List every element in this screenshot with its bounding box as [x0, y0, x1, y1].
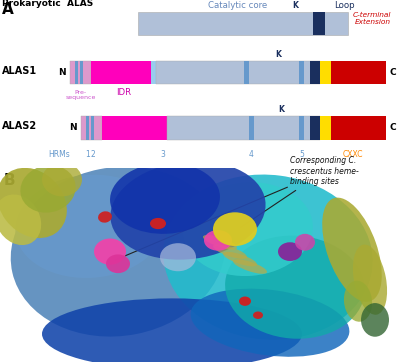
Bar — [167, 116, 320, 140]
Text: HRMs: HRMs — [48, 150, 70, 159]
Ellipse shape — [42, 298, 302, 362]
Text: ALAS1: ALAS1 — [2, 66, 37, 76]
Bar — [310, 116, 320, 140]
Bar — [313, 12, 325, 35]
Ellipse shape — [239, 296, 251, 306]
Ellipse shape — [344, 281, 372, 322]
Text: IDR: IDR — [116, 88, 131, 97]
Ellipse shape — [213, 212, 257, 246]
Text: Catalytic core: Catalytic core — [208, 1, 268, 10]
Text: Corresponding C.
crescentus heme-
binding sites: Corresponding C. crescentus heme- bindin… — [240, 156, 359, 228]
Text: ALAS2: ALAS2 — [2, 121, 37, 131]
Text: 2: 2 — [91, 150, 96, 159]
Ellipse shape — [110, 161, 266, 260]
Bar — [81, 116, 102, 140]
Ellipse shape — [11, 167, 225, 337]
Text: K: K — [275, 50, 281, 59]
Text: CXXC: CXXC — [343, 150, 363, 159]
Text: C: C — [390, 68, 397, 77]
Ellipse shape — [183, 182, 313, 276]
Bar — [331, 60, 386, 84]
Ellipse shape — [295, 234, 315, 251]
Bar — [138, 12, 348, 35]
Bar — [320, 60, 331, 84]
Text: Pre-
sequence: Pre- sequence — [65, 90, 96, 101]
Ellipse shape — [223, 252, 257, 266]
Bar — [320, 116, 331, 140]
Ellipse shape — [20, 165, 76, 212]
Text: C: C — [390, 123, 397, 132]
Text: Loop: Loop — [334, 1, 355, 10]
Ellipse shape — [191, 289, 349, 357]
Text: 4: 4 — [249, 150, 254, 159]
Ellipse shape — [98, 211, 112, 223]
Bar — [91, 60, 156, 84]
Ellipse shape — [278, 242, 302, 261]
Bar — [331, 116, 386, 140]
Bar — [299, 60, 304, 84]
Bar — [244, 60, 249, 84]
Text: Prokaryotic  ALAS: Prokaryotic ALAS — [2, 0, 93, 8]
Text: 3: 3 — [161, 150, 166, 159]
Ellipse shape — [322, 198, 382, 302]
Text: K: K — [278, 105, 284, 114]
Bar — [151, 60, 156, 84]
Ellipse shape — [163, 174, 373, 340]
Ellipse shape — [0, 168, 67, 238]
Ellipse shape — [213, 244, 247, 259]
Text: C-terminal
Extension: C-terminal Extension — [353, 12, 391, 25]
Bar — [102, 116, 167, 140]
Ellipse shape — [0, 194, 41, 245]
Ellipse shape — [15, 175, 165, 278]
Ellipse shape — [203, 235, 237, 249]
Text: B: B — [4, 173, 16, 188]
Bar — [310, 60, 320, 84]
Bar — [80, 60, 83, 84]
Text: A: A — [2, 2, 14, 17]
Bar — [70, 60, 91, 84]
Ellipse shape — [204, 230, 232, 251]
Bar — [91, 116, 94, 140]
Ellipse shape — [233, 259, 267, 274]
Ellipse shape — [225, 236, 365, 339]
Ellipse shape — [150, 218, 166, 229]
Ellipse shape — [353, 245, 387, 315]
Bar — [156, 60, 320, 84]
Bar — [86, 116, 89, 140]
Text: 5: 5 — [299, 150, 304, 159]
Ellipse shape — [160, 243, 196, 271]
Ellipse shape — [94, 239, 126, 265]
Text: K: K — [292, 1, 298, 10]
Ellipse shape — [361, 303, 389, 337]
Bar — [249, 116, 254, 140]
Text: 1: 1 — [85, 150, 90, 159]
Ellipse shape — [110, 163, 220, 234]
Text: N: N — [70, 123, 77, 132]
Bar — [299, 116, 304, 140]
Ellipse shape — [42, 163, 82, 197]
Ellipse shape — [106, 254, 130, 273]
Ellipse shape — [253, 311, 263, 319]
Bar — [75, 60, 78, 84]
Text: N: N — [58, 68, 66, 77]
